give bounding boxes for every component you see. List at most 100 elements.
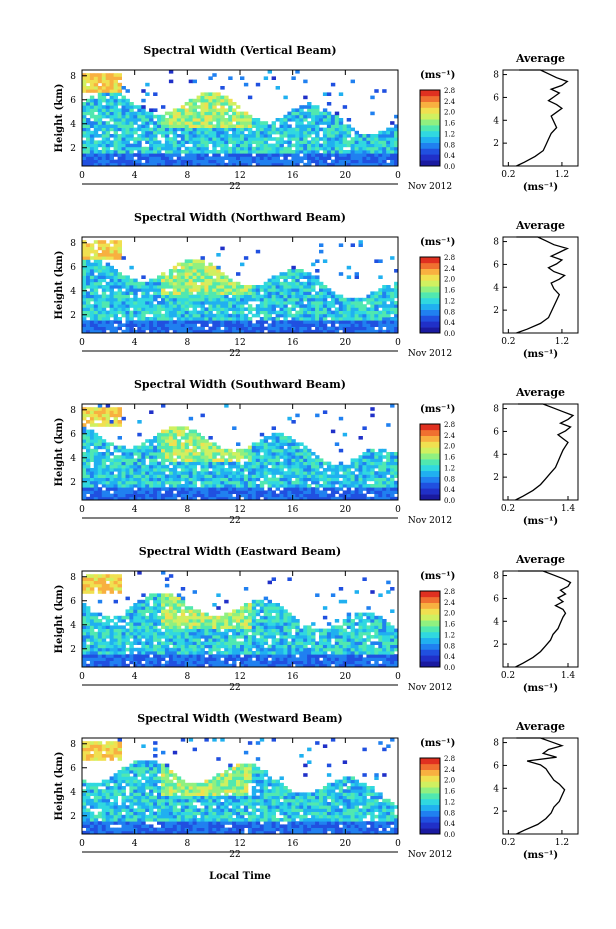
heatmap-cell: [109, 269, 114, 273]
heatmap-cell: [133, 461, 138, 466]
heatmap-cell: [322, 92, 328, 96]
heatmap-cell: [279, 153, 284, 157]
heatmap-cell: [224, 150, 229, 154]
heatmap-cell: [204, 455, 209, 459]
heatmap-cell: [180, 631, 186, 636]
heatmap-cell: [362, 162, 367, 167]
heatmap-cell: [101, 635, 107, 639]
heatmap-cell: [236, 159, 241, 164]
heatmap-cell: [89, 410, 95, 414]
heatmap-cell: [386, 455, 391, 459]
heatmap-cell: [109, 471, 114, 475]
heatmap-cell: [153, 134, 158, 138]
heatmap-cell: [149, 644, 154, 649]
heatmap-cell: [243, 114, 249, 119]
heatmap-cell: [255, 484, 261, 488]
heatmap-cell: [125, 118, 130, 122]
heatmap-cell: [287, 150, 292, 154]
heatmap-cell: [93, 307, 99, 311]
heatmap-cell: [311, 105, 316, 109]
heatmap-cell: [212, 474, 217, 478]
heatmap-cell: [184, 134, 190, 138]
heatmap-cell: [311, 108, 316, 112]
heatmap-cell: [275, 156, 280, 160]
heatmap-cell: [168, 657, 174, 661]
heatmap-cell: [240, 150, 245, 154]
heatmap-cell: [334, 162, 340, 167]
heatmap-cell: [204, 291, 209, 295]
heatmap-cell: [161, 455, 166, 459]
heatmap-cell: [145, 603, 150, 607]
heatmap-cell: [157, 281, 162, 286]
heatmap-cell: [255, 471, 261, 475]
heatmap-cell: [109, 249, 114, 254]
heatmap-cell: [125, 468, 130, 472]
heatmap-cell: [129, 464, 134, 469]
heatmap-cell: [382, 153, 387, 157]
heatmap-cell: [232, 326, 237, 331]
heatmap-cell: [82, 413, 87, 418]
heatmap-cell: [330, 326, 336, 331]
heatmap-cell: [97, 275, 103, 279]
heatmap-cell: [303, 468, 308, 472]
heatmap-cell: [153, 638, 158, 642]
heatmap-cell: [149, 301, 154, 305]
heatmap-cell: [161, 458, 166, 462]
heatmap-cell: [129, 496, 134, 501]
heatmap-cell: [216, 304, 221, 308]
heatmap-cell: [342, 153, 348, 157]
heatmap-cell: [224, 140, 229, 144]
heatmap-cell: [82, 458, 87, 462]
heatmap-cell: [161, 304, 166, 308]
heatmap-cell: [271, 468, 276, 472]
heatmap-cell: [168, 124, 174, 128]
heatmap-cell: [212, 452, 217, 456]
heatmap-cell: [105, 654, 111, 658]
heatmap-cell: [243, 150, 249, 154]
heatmap-cell: [350, 490, 355, 494]
heatmap-cell: [133, 278, 138, 283]
heatmap-cell: [149, 464, 154, 469]
heatmap-cell: [275, 278, 280, 283]
heatmap-cell: [354, 326, 359, 331]
heatmap-cell: [133, 474, 138, 478]
heatmap-cell: [125, 596, 130, 601]
heatmap-cell: [303, 153, 308, 157]
heatmap-cell: [200, 310, 205, 315]
heatmap-cell: [338, 310, 344, 315]
heatmap-cell: [93, 82, 99, 87]
heatmap-cell: [319, 153, 324, 157]
heatmap-cell: [279, 288, 284, 292]
heatmap-cell: [93, 262, 99, 267]
heatmap-cell: [105, 313, 111, 318]
heatmap-cell: [228, 458, 233, 462]
heatmap-cell: [86, 487, 91, 491]
heatmap-cell: [133, 105, 138, 109]
heatmap-cell: [153, 288, 158, 292]
heatmap-cell: [105, 622, 111, 626]
heatmap-cell: [141, 612, 146, 617]
heatmap-cell: [247, 310, 253, 315]
heatmap-cell: [326, 127, 332, 132]
heatmap-cell: [180, 281, 186, 286]
heatmap-cell: [394, 326, 399, 331]
heatmap-cell: [279, 130, 284, 135]
heatmap-cell: [168, 137, 174, 141]
heatmap-cell: [255, 442, 261, 446]
heatmap-cell: [86, 580, 91, 585]
heatmap-cell: [176, 442, 182, 446]
heatmap-cell: [101, 288, 107, 292]
heatmap-cell: [101, 474, 107, 478]
heatmap-cell: [342, 484, 348, 488]
heatmap-cell: [93, 439, 99, 443]
heatmap-cell: [105, 413, 111, 418]
heatmap-cell: [93, 162, 99, 167]
heatmap-cell: [172, 660, 178, 665]
heatmap-cell: [105, 114, 111, 119]
heatmap-cell: [105, 480, 111, 485]
heatmap-cell: [394, 464, 399, 469]
heatmap-cell: [176, 477, 182, 482]
heatmap-cell: [113, 625, 118, 629]
heatmap-cell: [188, 436, 194, 440]
heatmap-cell: [319, 307, 324, 311]
